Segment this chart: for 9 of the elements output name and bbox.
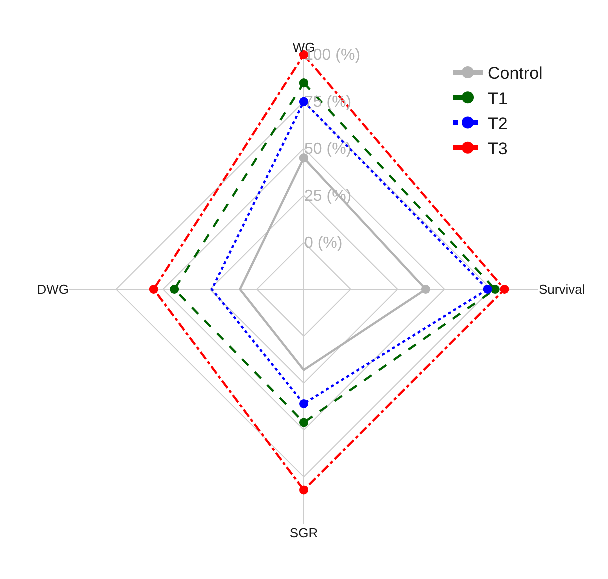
spoke-label: DWG [37, 282, 69, 298]
y-tick-label: 50 (%) [304, 141, 352, 158]
y-tick-label: 0 (%) [304, 234, 343, 252]
legend-label: T1 [488, 89, 508, 108]
legend-label: T2 [488, 114, 508, 134]
spoke-label: Survival [539, 282, 586, 298]
legend-label: T3 [488, 139, 508, 158]
legend-label: Control [488, 64, 543, 84]
spoke-label: SGR [290, 526, 318, 540]
